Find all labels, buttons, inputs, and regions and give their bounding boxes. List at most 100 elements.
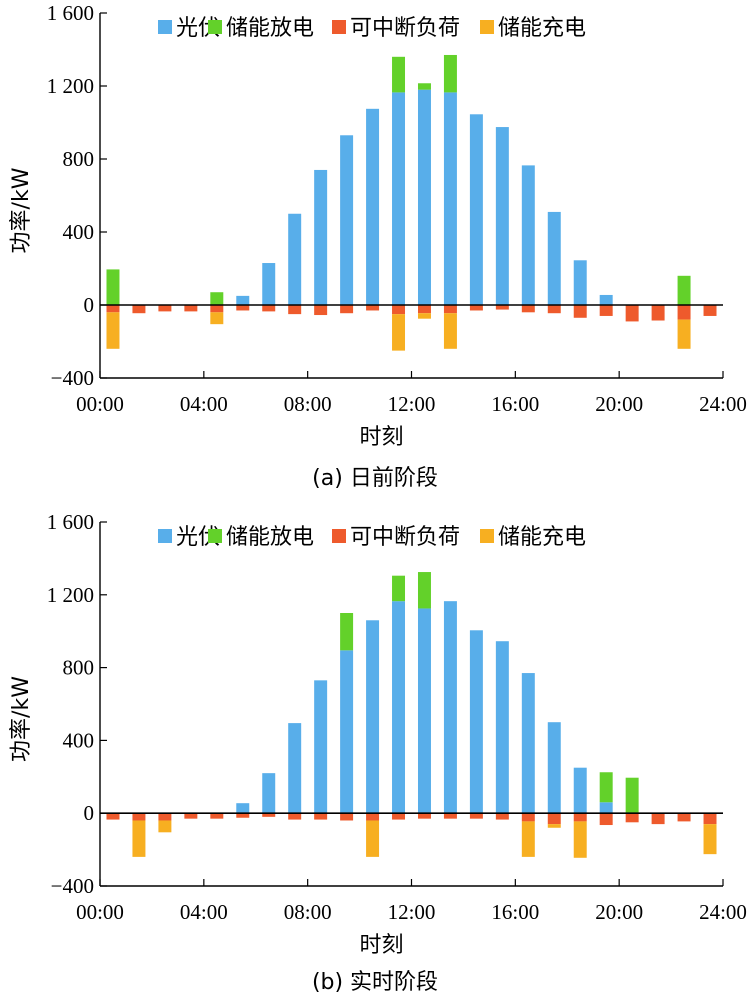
x-axis-label: 时刻 xyxy=(359,425,403,450)
x-tick-label: 04:00 xyxy=(180,900,228,924)
y-tick-label: 0 xyxy=(84,801,95,825)
y-tick-label: 0 xyxy=(84,293,95,317)
bar-discharge-19 xyxy=(599,772,613,803)
bar-pv-15 xyxy=(495,641,509,814)
x-tick-label: 24:00 xyxy=(699,900,747,924)
bar-charge-1 xyxy=(132,820,146,857)
x-tick-label: 16:00 xyxy=(491,392,539,416)
bar-curtail-10 xyxy=(366,305,380,311)
bar-discharge-0 xyxy=(106,269,120,305)
bar-curtail-9 xyxy=(340,305,354,314)
bar-curtail-11 xyxy=(392,305,406,315)
bar-pv-11 xyxy=(392,601,406,814)
bar-charge-2 xyxy=(158,820,172,833)
bar-charge-16 xyxy=(521,821,535,857)
bar-pv-8 xyxy=(314,169,328,305)
x-tick-label: 12:00 xyxy=(388,392,436,416)
bar-pv-12 xyxy=(417,608,431,814)
bar-curtail-12 xyxy=(417,813,431,819)
bar-curtail-16 xyxy=(521,813,535,822)
bar-curtail-17 xyxy=(547,813,561,825)
bar-pv-12 xyxy=(417,89,431,306)
bar-curtail-14 xyxy=(469,813,483,819)
bar-discharge-9 xyxy=(340,613,354,651)
x-tick-label: 16:00 xyxy=(491,900,539,924)
x-axis-label: 时刻 xyxy=(359,933,403,958)
bar-discharge-12 xyxy=(417,572,431,609)
bar-curtail-23 xyxy=(703,813,717,825)
bar-curtail-16 xyxy=(521,305,535,313)
bar-charge-18 xyxy=(573,821,587,858)
bar-curtail-15 xyxy=(495,813,509,820)
legend-label-curtail: 可中断负荷 xyxy=(350,16,460,41)
x-tick-label: 00:00 xyxy=(76,392,124,416)
bar-curtail-4 xyxy=(210,305,224,313)
bar-charge-0 xyxy=(106,312,120,349)
bar-discharge-12 xyxy=(417,83,431,90)
bar-curtail-14 xyxy=(469,305,483,311)
bar-curtail-22 xyxy=(677,305,691,320)
bar-pv-14 xyxy=(469,114,483,305)
bar-curtail-21 xyxy=(651,813,665,825)
x-tick-label: 12:00 xyxy=(388,900,436,924)
bar-pv-10 xyxy=(366,108,380,305)
bar-discharge-20 xyxy=(625,777,639,814)
bar-curtail-10 xyxy=(366,813,380,821)
bar-pv-9 xyxy=(340,135,354,305)
legend-swatch-charge xyxy=(480,529,494,543)
bar-curtail-19 xyxy=(599,305,613,316)
bar-charge-12 xyxy=(417,313,431,319)
bar-charge-13 xyxy=(443,313,457,349)
legend-label-charge: 储能充电 xyxy=(498,16,586,41)
bar-curtail-3 xyxy=(184,813,198,819)
bar-curtail-2 xyxy=(158,813,172,821)
y-tick-label: 1 200 xyxy=(47,583,94,607)
bar-curtail-5 xyxy=(236,305,250,311)
bar-pv-13 xyxy=(443,601,457,814)
bar-curtail-6 xyxy=(262,813,276,817)
bar-curtail-20 xyxy=(625,813,639,823)
bar-discharge-22 xyxy=(677,275,691,305)
bar-curtail-17 xyxy=(547,305,561,314)
bar-curtail-9 xyxy=(340,813,354,821)
bar-pv-13 xyxy=(443,92,457,305)
bar-charge-22 xyxy=(677,319,691,349)
caption-real-time: (b) 实时阶段 xyxy=(311,970,439,995)
legend-swatch-pv xyxy=(158,529,172,543)
legend-label-curtail: 可中断负荷 xyxy=(350,525,460,550)
bar-curtail-6 xyxy=(262,305,276,312)
bar-pv-17 xyxy=(547,722,561,814)
bar-curtail-13 xyxy=(443,813,457,819)
y-tick-label: 1 200 xyxy=(47,74,94,98)
y-tick-label: 1 600 xyxy=(47,1,94,25)
legend-swatch-pv xyxy=(158,20,172,34)
bar-curtail-22 xyxy=(677,813,691,822)
bar-curtail-23 xyxy=(703,305,717,316)
bar-pv-18 xyxy=(573,767,587,814)
chart-panel-real-time: −400 0 400 800 1 200 1 600 00:00 04:00 08:00 12:0… xyxy=(9,510,747,958)
legend-swatch-curtail xyxy=(332,529,346,543)
bar-discharge-11 xyxy=(392,575,406,602)
legend-swatch-discharge xyxy=(208,529,222,543)
legend-label-discharge: 储能放电 xyxy=(226,525,314,550)
bar-curtail-8 xyxy=(314,813,328,820)
bar-curtail-20 xyxy=(625,305,639,322)
bar-curtail-1 xyxy=(132,813,146,821)
chart-panel-day-ahead: −400 0 400 800 1 200 1 600 00:00 04:00 08:00 12:0… xyxy=(9,1,747,450)
bar-curtail-11 xyxy=(392,813,406,820)
bar-pv-5 xyxy=(236,295,250,305)
bar-curtail-13 xyxy=(443,305,457,314)
bar-pv-8 xyxy=(314,680,328,814)
bar-curtail-0 xyxy=(106,813,120,820)
x-tick-label: 08:00 xyxy=(284,900,332,924)
bar-pv-19 xyxy=(599,294,613,305)
bar-curtail-8 xyxy=(314,305,328,316)
bar-curtail-2 xyxy=(158,305,172,312)
bar-curtail-19 xyxy=(599,813,613,826)
x-tick-label: 08:00 xyxy=(284,392,332,416)
caption-day-ahead: (a) 日前阶段 xyxy=(312,466,438,491)
y-axis-label: 功率/kW xyxy=(9,676,34,762)
bar-pv-6 xyxy=(262,773,276,814)
bar-pv-16 xyxy=(521,165,535,305)
bar-curtail-5 xyxy=(236,813,250,818)
